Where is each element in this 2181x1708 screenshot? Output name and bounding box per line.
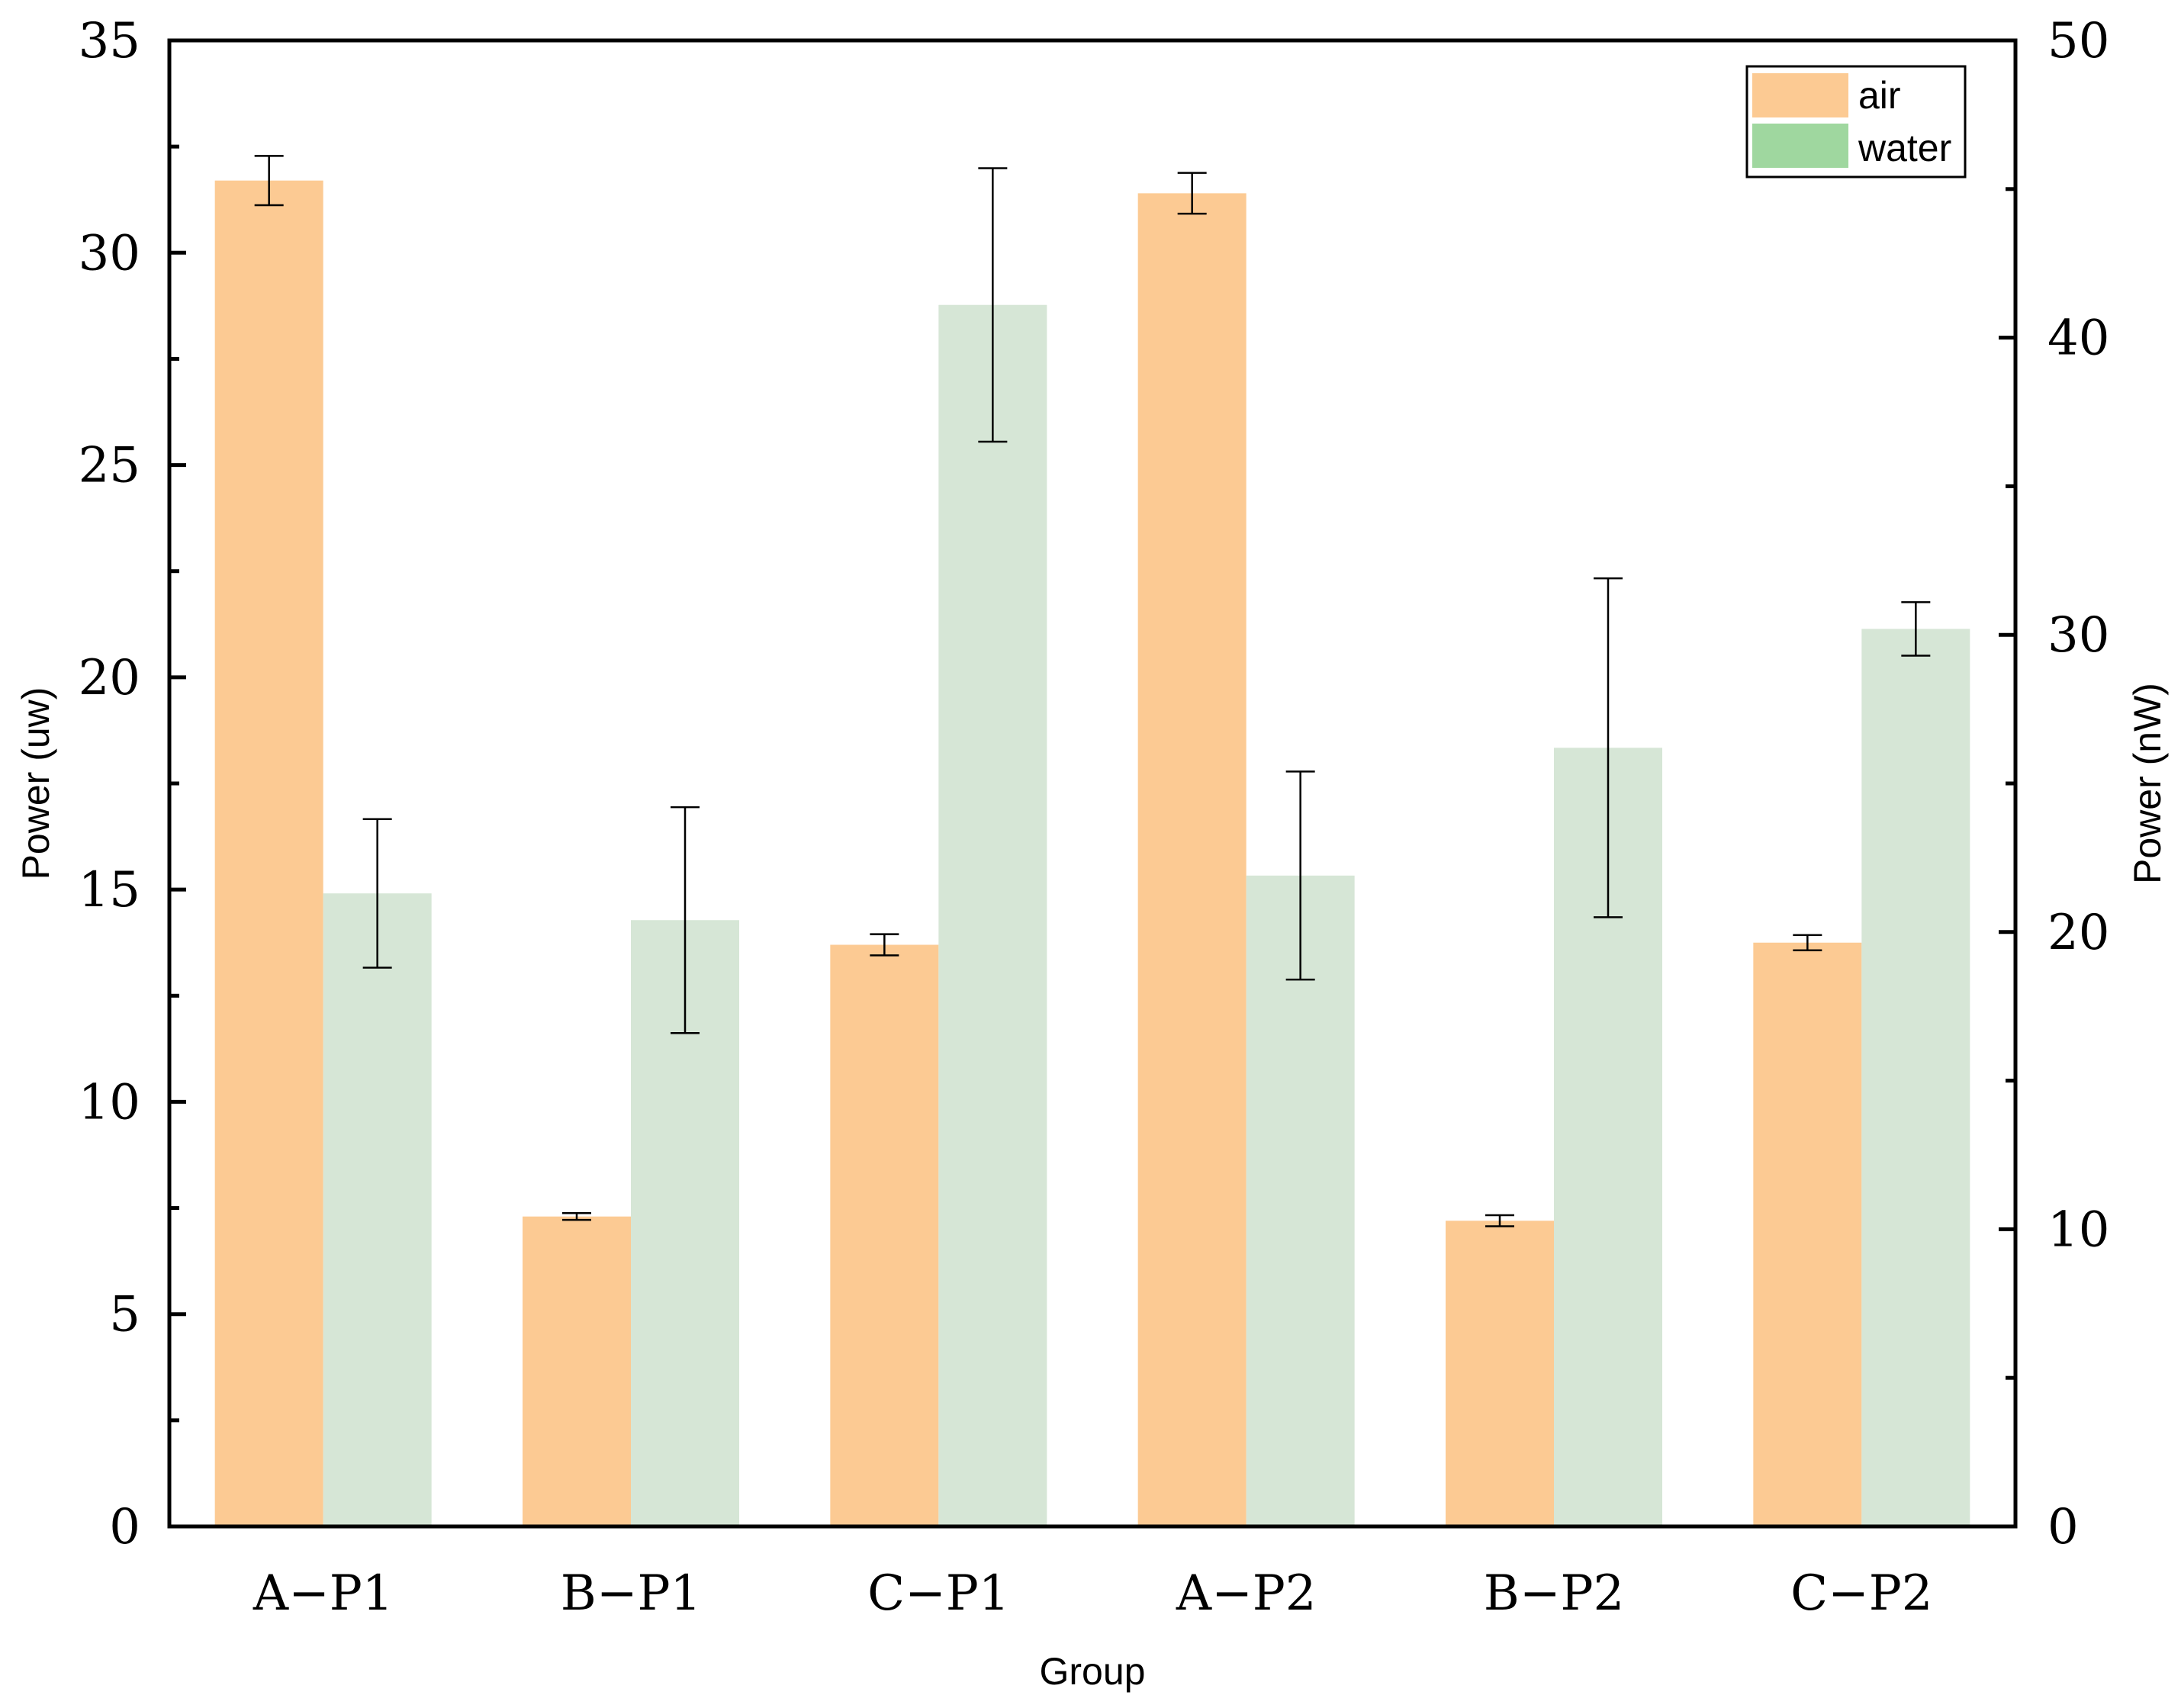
right-tick-label-1: 10	[2048, 1201, 2109, 1258]
right-tick-label-5: 50	[2048, 13, 2109, 69]
right-y-axis: 0 10 20 30 40 50	[1999, 13, 2109, 1555]
bar-air-3	[1137, 193, 1247, 1526]
legend-label-air: air	[1858, 74, 1901, 117]
right-y-axis-title: Power (nW)	[2126, 683, 2169, 884]
right-tick-label-0: 0	[2048, 1499, 2079, 1555]
left-tick-label-7: 35	[79, 13, 140, 69]
left-tick-label-4: 20	[79, 650, 140, 706]
bar-air-1	[523, 1216, 631, 1526]
right-tick-label-3: 30	[2048, 607, 2109, 664]
legend-swatch-water	[1752, 124, 1848, 168]
bar-water-3	[1246, 875, 1355, 1526]
bar-water-2	[938, 304, 1047, 1526]
left-tick-label-3: 15	[79, 862, 140, 918]
error-bars-layer	[254, 155, 1931, 1227]
right-tick-label-2: 20	[2048, 905, 2109, 961]
x-axis: A−P1 B−P1 C−P1 A−P2 B−P2 C−P2	[253, 1565, 1933, 1622]
left-y-axis: 0 5 10 15 20 25 30 35	[79, 13, 186, 1555]
legend-swatch-air	[1752, 73, 1848, 117]
x-tick-label-5: C−P2	[1790, 1565, 1932, 1622]
left-tick-label-1: 5	[109, 1287, 140, 1343]
left-y-axis-title: Power (uw)	[14, 687, 57, 880]
left-tick-label-6: 30	[79, 225, 140, 281]
left-tick-label-5: 25	[79, 438, 140, 494]
bar-water-0	[323, 893, 432, 1526]
left-tick-label-0: 0	[109, 1499, 140, 1555]
legend-label-water: water	[1858, 127, 1951, 169]
bar-air-4	[1446, 1221, 1554, 1526]
x-tick-label-2: C−P1	[867, 1565, 1009, 1622]
bar-water-5	[1861, 629, 1970, 1527]
x-tick-label-3: A−P2	[1176, 1565, 1317, 1622]
bar-air-2	[830, 944, 939, 1526]
bar-air-0	[214, 180, 323, 1526]
right-tick-label-4: 40	[2048, 310, 2109, 367]
x-tick-label-1: B−P1	[561, 1565, 701, 1622]
bars-layer	[214, 180, 1970, 1527]
legend: air water	[1745, 65, 1967, 179]
bar-air-5	[1753, 942, 1862, 1526]
x-axis-title: Group	[1040, 1650, 1146, 1693]
x-tick-label-4: B−P2	[1484, 1565, 1624, 1622]
x-tick-label-0: A−P1	[253, 1565, 394, 1622]
left-tick-label-2: 10	[79, 1074, 140, 1131]
